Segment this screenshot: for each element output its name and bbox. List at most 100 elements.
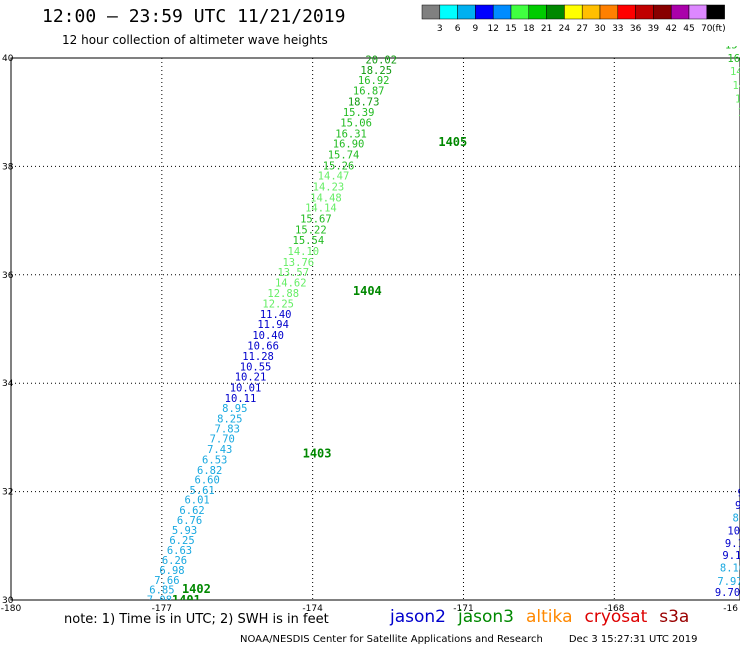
wave-height-value: 9.16 xyxy=(722,550,740,562)
wave-height-value: 7.43 xyxy=(207,444,232,456)
colorbar-label: 12 xyxy=(487,24,498,34)
wave-height-value: 10.11 xyxy=(225,393,257,405)
wave-height-value: 7.97 xyxy=(717,576,740,588)
y-tick-label: 38 xyxy=(2,162,14,172)
wave-height-value: 8.25 xyxy=(217,413,242,425)
legend-altika: altika xyxy=(526,607,573,627)
page-title: 12:00 – 23:59 UTC 11/21/2019 xyxy=(42,6,346,27)
wave-height-value: 15.06 xyxy=(340,117,372,129)
wave-height-value: 16.87 xyxy=(353,86,385,98)
colorbar-label: 39 xyxy=(648,24,660,34)
wave-height-value: 16.92 xyxy=(358,75,390,87)
legend-jason2: jason2 xyxy=(390,607,446,627)
units-note: note: 1) Time is in UTC; 2) SWH is in fe… xyxy=(64,612,329,627)
colorbar-label: 45 xyxy=(683,24,694,34)
wave-height-value: 15.74 xyxy=(328,149,360,161)
wave-height-value: 14.47 xyxy=(318,171,350,183)
wave-height-value: 10.21 xyxy=(235,372,267,384)
wave-height-value: 7.08 xyxy=(147,594,172,606)
wave-height-value: 9.13 xyxy=(735,500,740,512)
wave-height-value: 11.40 xyxy=(260,309,292,321)
colorbar-label: 70 xyxy=(701,24,713,34)
credit-line: NOAA/NESDIS Center for Satellite Applica… xyxy=(240,634,697,645)
colorbar-label: 18 xyxy=(523,24,535,34)
wave-height-value: 13.21 xyxy=(737,107,740,119)
page-subtitle: 12 hour collection of altimeter wave hei… xyxy=(62,33,328,47)
wave-height-value: 16.31 xyxy=(335,128,367,140)
wave-height-value: 10.40 xyxy=(252,330,284,342)
wave-height-value: 6.76 xyxy=(177,515,202,527)
satellite-legend: jason2 jason3 altika cryosat s3a xyxy=(390,607,701,627)
x-tick-label: -171 xyxy=(453,604,473,614)
wave-height-value: 20.02 xyxy=(365,55,397,67)
colorbar-label: 27 xyxy=(576,24,587,34)
wave-height-value: 6.98 xyxy=(159,565,184,577)
generated-timestamp: Dec 3 15:27:31 UTC 2019 xyxy=(568,634,698,645)
wave-height-value: 10.55 xyxy=(240,361,272,373)
wave-height-value: 9.70 xyxy=(715,587,740,599)
track-layer: 7.086.857.666.986.266.636.255.936.766.62… xyxy=(147,46,740,606)
legend-jason3: jason3 xyxy=(458,607,514,627)
colorbar-label: 36 xyxy=(630,24,642,34)
credit-text: NOAA/NESDIS Center for Satellite Applica… xyxy=(240,634,543,645)
x-tick-label: -168 xyxy=(604,604,625,614)
colorbar-label: 33 xyxy=(612,24,623,34)
x-tick-label: -180 xyxy=(1,604,22,614)
legend-s3a: s3a xyxy=(659,607,690,627)
wave-height-value: 12.25 xyxy=(262,299,294,311)
wave-height-value: 14.14 xyxy=(305,203,337,215)
wave-height-value: 5.93 xyxy=(172,525,197,537)
y-tick-label: 40 xyxy=(2,54,14,64)
colorbar: 3 6 9 12 15 18 21 24 27 30 33 36 39 42 45 70 (ft) xyxy=(421,4,726,34)
x-tick-label: -177 xyxy=(152,604,172,614)
wave-height-value: 9.15 xyxy=(737,488,740,500)
wave-height-value: 8.16 xyxy=(720,562,740,574)
wave-height-value: 14.62 xyxy=(275,277,307,289)
wave-height-value: 14.23 xyxy=(313,181,345,193)
orbit-pass-label: 1405 xyxy=(438,135,467,149)
y-tick-label: 30 xyxy=(2,596,14,606)
wave-height-value: 15.67 xyxy=(300,213,332,225)
x-tick-label: -16 xyxy=(723,604,738,614)
wave-height-value: 8.47 xyxy=(732,513,740,525)
colorbar-label: 6 xyxy=(455,24,461,34)
wave-height-value: 10.04 xyxy=(727,526,740,538)
colorbar-label: 24 xyxy=(559,24,571,34)
wave-height-value: 6.63 xyxy=(167,545,192,557)
wave-height-value: 10.66 xyxy=(247,340,279,352)
wave-height-value: 14.10 xyxy=(288,246,320,258)
wave-height-value: 15.26 xyxy=(323,160,355,172)
wave-height-value: 14.45 xyxy=(732,80,740,92)
wave-height-value: 15.22 xyxy=(295,224,327,236)
legend-cryosat: cryosat xyxy=(584,607,648,627)
wave-height-value: 6.62 xyxy=(179,505,204,517)
wave-height-value: 6.60 xyxy=(195,475,220,487)
plot-frame xyxy=(10,57,740,601)
colorbar-label: 30 xyxy=(594,24,606,34)
colorbar-unit: (ft) xyxy=(712,24,726,34)
y-tick-label: 32 xyxy=(2,488,13,498)
wave-height-value: 11.94 xyxy=(257,319,289,331)
x-tick-label: -174 xyxy=(302,604,323,614)
wave-height-value: 13.76 xyxy=(282,257,314,269)
wave-height-value: 12.88 xyxy=(267,288,299,300)
wave-height-value: 10.01 xyxy=(230,383,262,395)
wave-height-value: 16.90 xyxy=(333,139,365,151)
orbit-pass-label: 1402 xyxy=(182,582,211,596)
wave-height-value: 14.18 xyxy=(735,94,740,106)
wave-height-value: 6.85 xyxy=(149,585,174,597)
colorbar-label: 3 xyxy=(437,24,443,34)
wave-height-value: 6.26 xyxy=(162,555,187,567)
wave-height-value: 6.01 xyxy=(184,495,209,507)
y-tick-label: 34 xyxy=(2,379,14,389)
wave-height-value: 18.73 xyxy=(348,96,380,108)
wave-height-value: 15.54 xyxy=(293,235,325,247)
colorbar-label: 21 xyxy=(541,24,552,34)
wave-height-value: 6.82 xyxy=(197,465,222,477)
wave-height-value: 7.83 xyxy=(215,424,240,436)
wave-height-value: 11.28 xyxy=(242,351,274,363)
colorbar-label: 15 xyxy=(505,24,516,34)
wave-height-value: 14.48 xyxy=(310,192,342,204)
y-tick-label: 36 xyxy=(2,271,14,281)
